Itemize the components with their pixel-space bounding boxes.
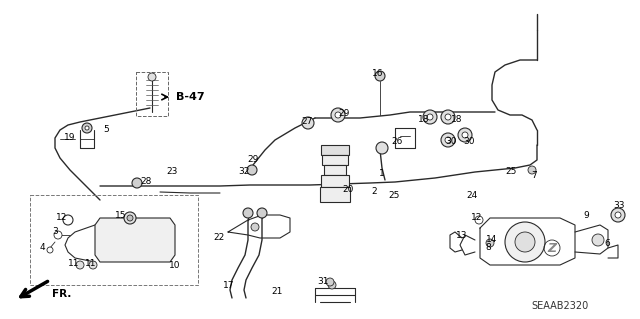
Text: 27: 27 xyxy=(301,116,313,125)
Text: 15: 15 xyxy=(115,211,127,219)
Text: 11: 11 xyxy=(68,258,80,268)
Circle shape xyxy=(445,137,451,143)
Circle shape xyxy=(82,123,92,133)
Circle shape xyxy=(47,247,53,253)
Text: 33: 33 xyxy=(613,201,625,210)
Circle shape xyxy=(124,212,136,224)
Circle shape xyxy=(441,110,455,124)
Text: FR.: FR. xyxy=(52,289,72,299)
Text: 17: 17 xyxy=(223,280,235,290)
Text: 31: 31 xyxy=(317,278,329,286)
Text: 26: 26 xyxy=(391,137,403,146)
Circle shape xyxy=(132,178,142,188)
Circle shape xyxy=(611,208,625,222)
Text: 24: 24 xyxy=(467,190,477,199)
Text: B-47: B-47 xyxy=(176,92,205,102)
Text: 32: 32 xyxy=(238,167,250,175)
Text: 20: 20 xyxy=(342,186,354,195)
Text: 16: 16 xyxy=(372,69,384,78)
Text: 19: 19 xyxy=(64,133,76,143)
Text: 3: 3 xyxy=(52,227,58,236)
Text: 22: 22 xyxy=(213,234,225,242)
Circle shape xyxy=(592,234,604,246)
Circle shape xyxy=(427,114,433,120)
Circle shape xyxy=(243,208,253,218)
Circle shape xyxy=(335,112,341,118)
Text: 12: 12 xyxy=(471,212,483,221)
Text: 28: 28 xyxy=(140,176,152,186)
Text: Z: Z xyxy=(547,241,557,255)
Circle shape xyxy=(247,165,257,175)
Text: 9: 9 xyxy=(583,211,589,220)
Text: 29: 29 xyxy=(247,155,259,165)
Text: 21: 21 xyxy=(271,287,283,296)
Bar xyxy=(324,165,346,175)
Circle shape xyxy=(441,133,455,147)
Circle shape xyxy=(127,215,133,221)
Circle shape xyxy=(486,239,494,247)
Text: 6: 6 xyxy=(604,239,610,248)
Text: 12: 12 xyxy=(56,212,68,221)
Text: 18: 18 xyxy=(451,115,463,124)
Bar xyxy=(320,187,350,202)
Circle shape xyxy=(458,128,472,142)
Text: 30: 30 xyxy=(445,137,457,145)
Circle shape xyxy=(462,132,468,138)
Circle shape xyxy=(376,142,388,154)
Bar xyxy=(30,195,198,285)
Text: 13: 13 xyxy=(456,232,468,241)
Circle shape xyxy=(85,126,89,130)
Circle shape xyxy=(251,223,259,231)
Circle shape xyxy=(423,110,437,124)
Circle shape xyxy=(375,71,385,81)
Text: 18: 18 xyxy=(419,115,429,124)
Text: 11: 11 xyxy=(85,258,97,268)
Bar xyxy=(321,175,349,187)
Circle shape xyxy=(515,232,535,252)
Text: 14: 14 xyxy=(486,235,498,244)
Text: 8: 8 xyxy=(485,243,491,253)
Text: 1: 1 xyxy=(379,168,385,177)
Circle shape xyxy=(445,114,451,120)
Circle shape xyxy=(54,231,62,239)
Circle shape xyxy=(148,73,156,81)
Circle shape xyxy=(302,117,314,129)
Polygon shape xyxy=(95,218,175,262)
Text: 10: 10 xyxy=(169,261,180,270)
Circle shape xyxy=(76,261,84,269)
Text: 29: 29 xyxy=(339,108,349,117)
Circle shape xyxy=(257,208,267,218)
Circle shape xyxy=(326,278,334,286)
Text: 2: 2 xyxy=(371,188,377,197)
Bar xyxy=(322,155,348,165)
Text: 25: 25 xyxy=(506,167,516,176)
Text: 25: 25 xyxy=(388,191,400,201)
Text: 23: 23 xyxy=(166,167,178,176)
Circle shape xyxy=(615,212,621,218)
Text: 5: 5 xyxy=(103,125,109,135)
Circle shape xyxy=(505,222,545,262)
Circle shape xyxy=(89,261,97,269)
Circle shape xyxy=(475,216,483,224)
Circle shape xyxy=(328,281,336,289)
Circle shape xyxy=(331,108,345,122)
Circle shape xyxy=(528,166,536,174)
Text: 30: 30 xyxy=(463,137,475,145)
Text: 7: 7 xyxy=(531,170,537,180)
Bar xyxy=(136,72,168,116)
Text: SEAAB2320: SEAAB2320 xyxy=(531,301,589,311)
Bar xyxy=(321,145,349,155)
Circle shape xyxy=(63,215,73,225)
Text: 4: 4 xyxy=(39,243,45,253)
